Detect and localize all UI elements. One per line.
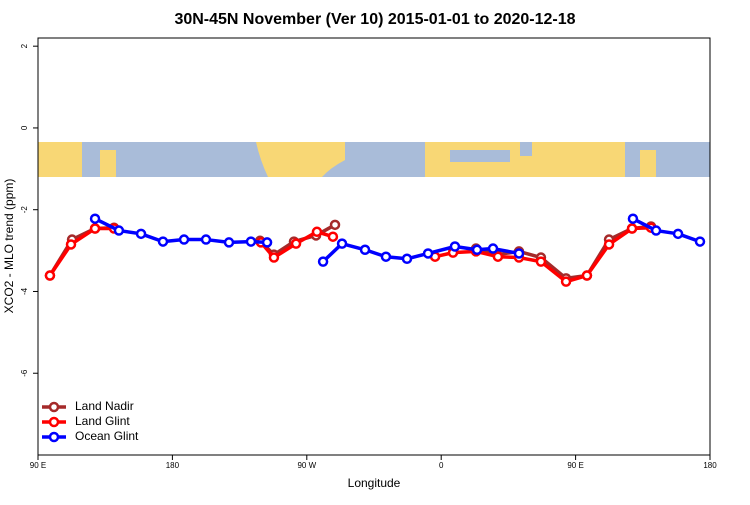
data-point (135, 228, 147, 240)
data-point (581, 270, 593, 281)
chart-title: 30N-45N November (Ver 10) 2015-01-01 to … (174, 11, 575, 28)
map-land (256, 142, 345, 177)
y-tick-label: -4 (20, 287, 29, 295)
legend-label: Land Nadir (75, 399, 134, 413)
data-point (89, 223, 101, 234)
legend-marker (48, 401, 60, 413)
legend-label: Land Glint (75, 414, 130, 428)
data-point (449, 241, 461, 252)
data-point (627, 213, 639, 224)
data-point (327, 231, 339, 242)
x-tick-label: 180 (703, 461, 717, 470)
data-point (157, 236, 169, 247)
y-tick-label: -6 (20, 369, 29, 377)
data-point (422, 248, 434, 259)
data-point (65, 239, 77, 250)
x-tick-label: 0 (439, 461, 444, 470)
y-axis-title: XCO2 - MLO trend (ppm) (2, 179, 16, 314)
data-point (89, 213, 101, 224)
map-band (38, 142, 710, 177)
legend-label: Ocean Glint (75, 429, 139, 443)
data-point (535, 256, 547, 267)
data-point (401, 253, 413, 265)
map-land (640, 150, 656, 177)
x-tick-label: 90 E (567, 461, 583, 470)
x-axis-title: Longitude (348, 476, 401, 490)
data-point (380, 251, 392, 262)
data-point (223, 237, 235, 248)
map-land (100, 150, 116, 177)
map-sea (520, 142, 532, 156)
data-point (487, 243, 499, 254)
data-point (626, 223, 638, 234)
x-tick-label: 90 E (30, 461, 46, 470)
data-point (492, 251, 504, 262)
map-sea (450, 150, 510, 162)
data-point (672, 228, 684, 240)
legend-marker (48, 431, 60, 443)
y-tick-label: 2 (20, 43, 29, 48)
data-point (311, 226, 323, 238)
plot-frame (37, 37, 711, 456)
y-tick-label: 0 (20, 125, 29, 130)
data-point (513, 248, 525, 259)
legend-marker (48, 416, 60, 428)
data-point (317, 256, 329, 267)
x-tick-label: 180 (166, 461, 180, 470)
data-point (650, 225, 662, 236)
y-tick-label: -2 (20, 206, 29, 214)
data-point (329, 219, 341, 231)
data-point (178, 234, 190, 245)
map-land (38, 142, 82, 177)
data-point (336, 238, 348, 249)
data-point (290, 238, 302, 249)
data-point (245, 236, 257, 247)
data-point (471, 244, 483, 256)
data-point (268, 252, 280, 263)
x-tick-label: 90 W (297, 461, 316, 470)
data-point (359, 244, 371, 256)
data-point (603, 239, 615, 250)
data-point (694, 236, 706, 247)
data-point (560, 276, 572, 287)
data-point (113, 225, 125, 236)
data-point (261, 237, 273, 248)
data-point (44, 270, 56, 281)
data-point (200, 234, 212, 245)
